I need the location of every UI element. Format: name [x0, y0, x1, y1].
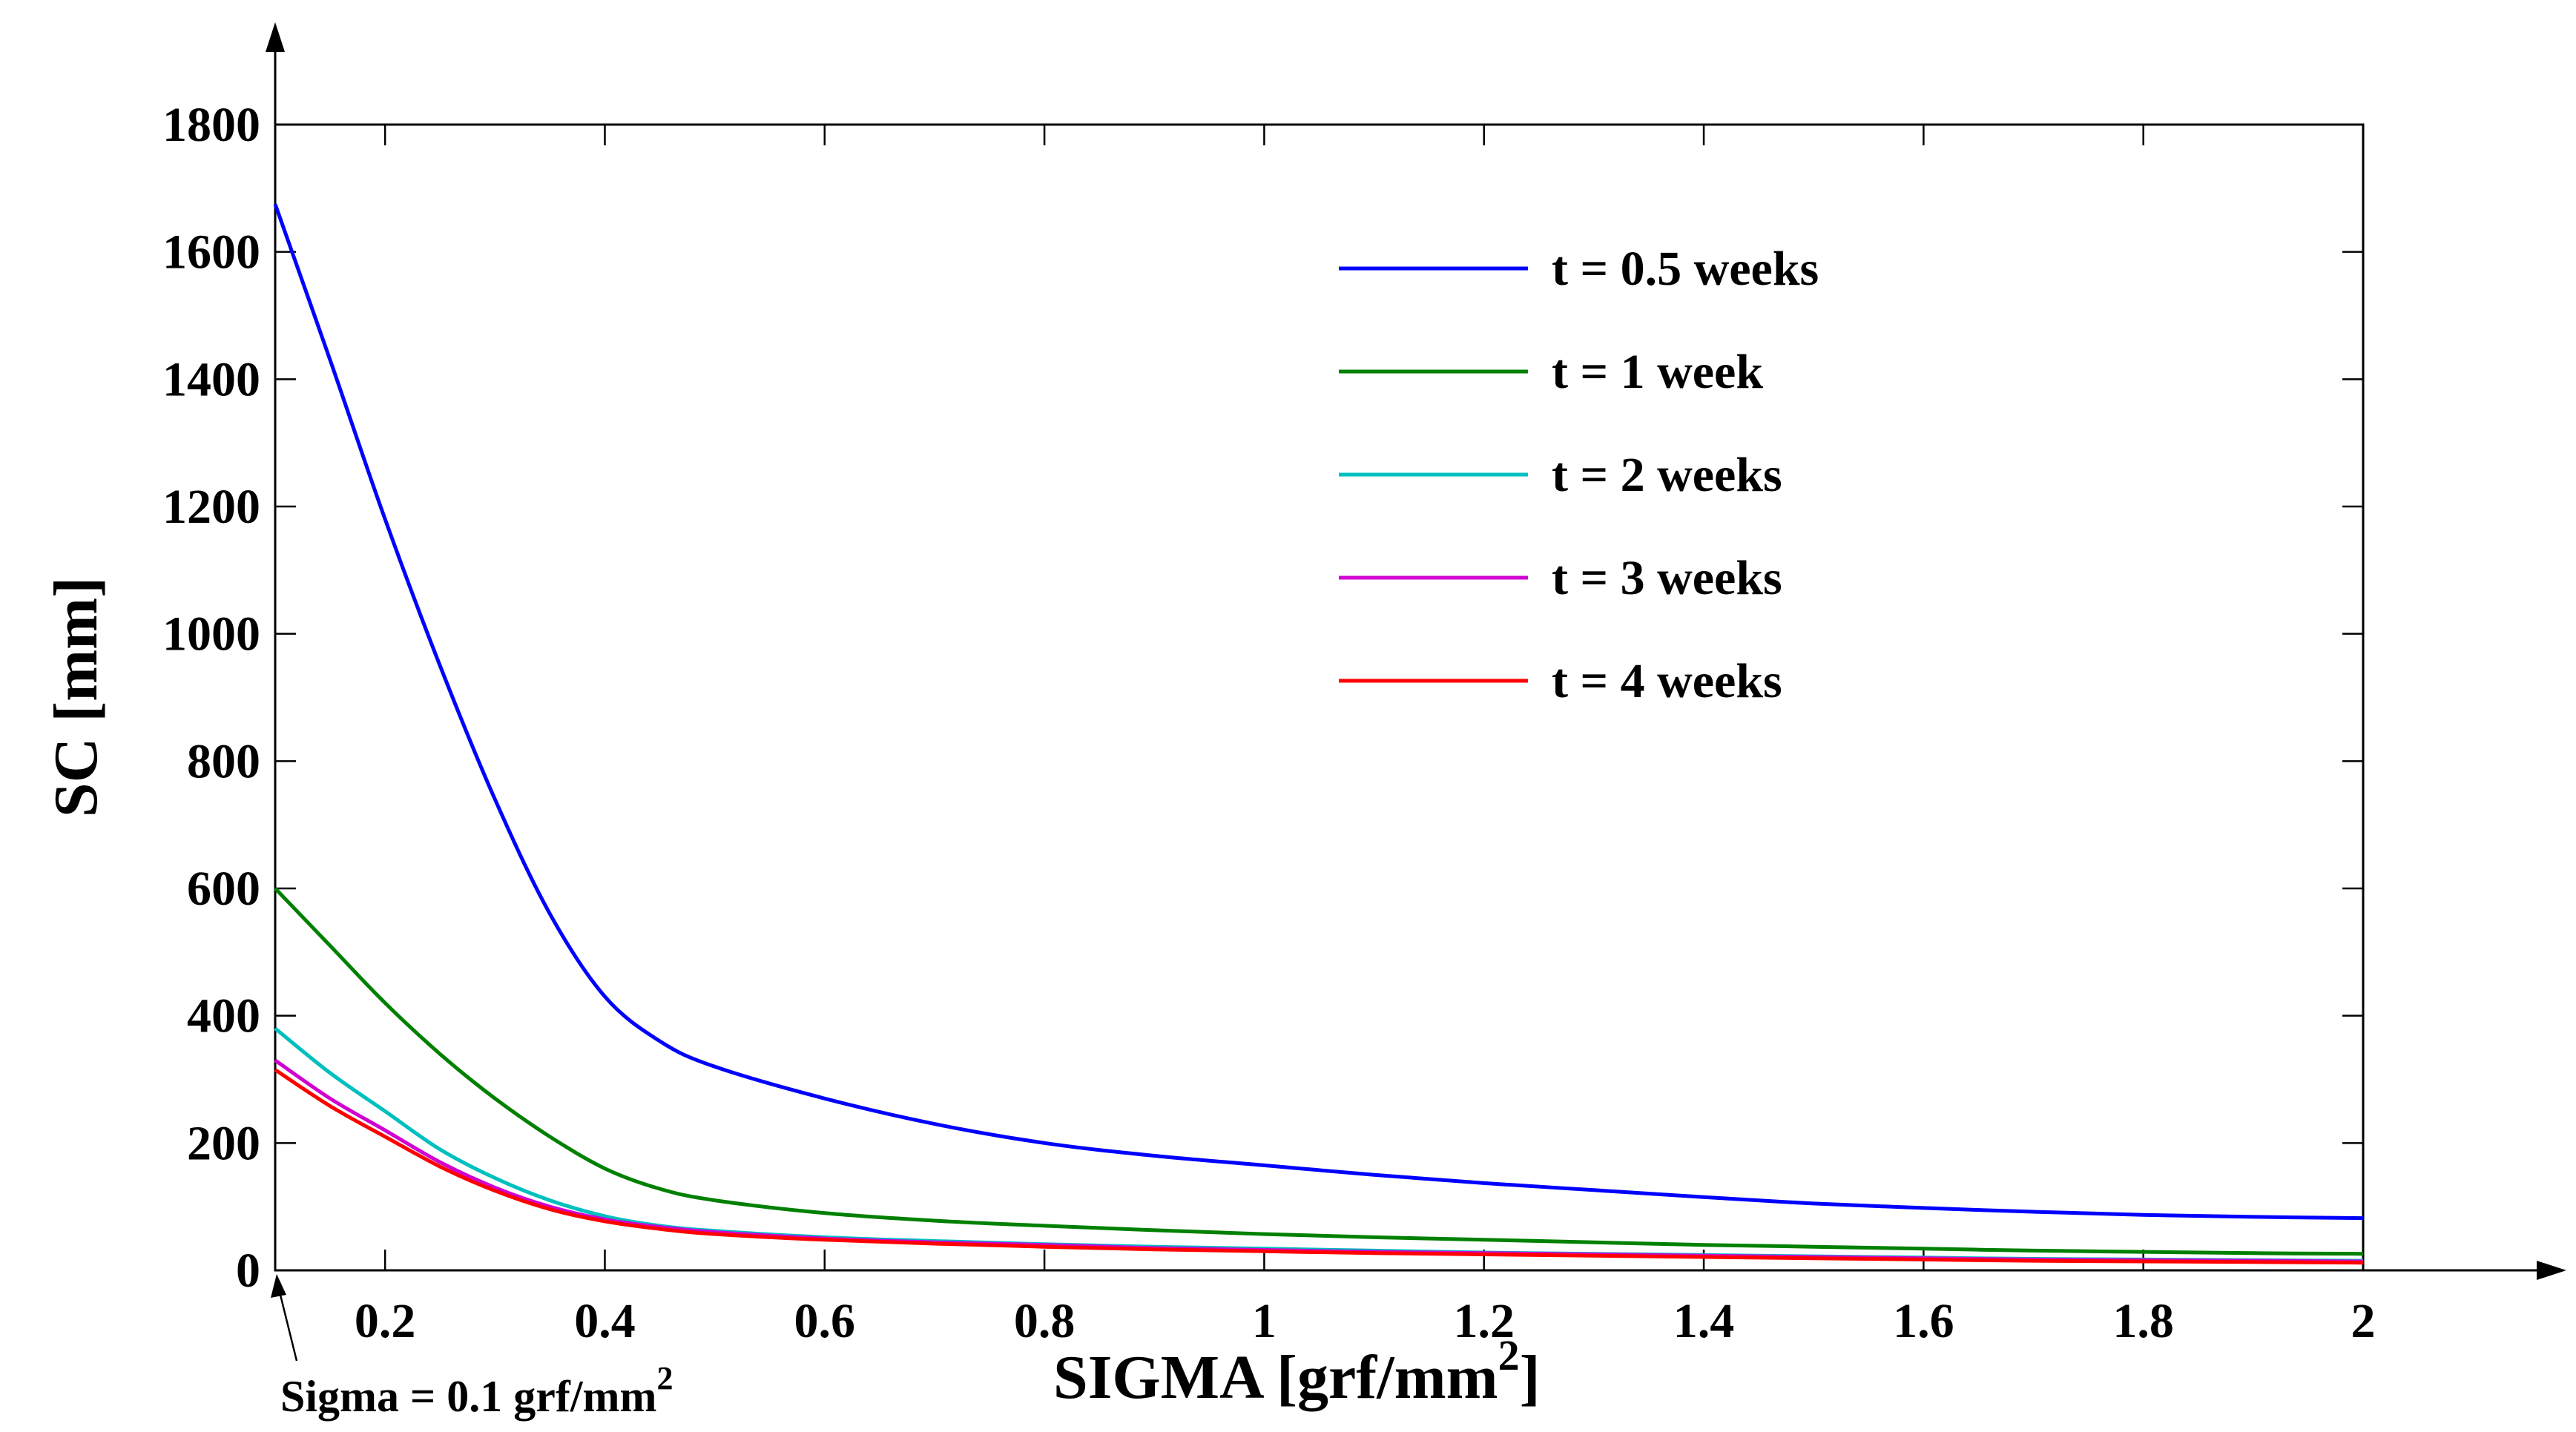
legend-label-3: t = 2 weeks	[1552, 448, 1782, 502]
series-group	[273, 203, 2364, 1265]
x-tick-label: 0.4	[574, 1294, 636, 1348]
series-line-1	[273, 203, 2364, 1221]
x-axis-arrowhead	[2537, 1261, 2566, 1280]
x-tick-label: 1.2	[1453, 1294, 1515, 1348]
y-tick-label: 1400	[162, 352, 260, 406]
annotation-arrowhead	[271, 1274, 286, 1298]
annotation-sup: 2	[656, 1360, 673, 1396]
x-axis-title-main: SIGMA [grf/mm	[1053, 1343, 1498, 1412]
x-tick-label: 1.8	[2112, 1294, 2174, 1348]
y-tick-label: 1200	[162, 480, 260, 534]
series-line-5	[274, 1068, 2364, 1265]
x-axis-title: SIGMA [grf/mm2]	[1053, 1331, 1541, 1412]
x-axis-title-suffix: ]	[1520, 1343, 1541, 1412]
y-tick-label: 1000	[162, 607, 260, 661]
legend-label-4: t = 3 weeks	[1552, 551, 1782, 605]
y-tick-label: 1600	[162, 225, 260, 280]
annotation-text: Sigma = 0.1 grf/mm2	[280, 1360, 673, 1421]
annotation-arrow-line	[276, 1282, 298, 1362]
x-tick-label: 2	[2351, 1294, 2376, 1348]
series-line-2	[274, 887, 2364, 1256]
y-axis-title: SC [mm]	[42, 577, 111, 817]
y-tick-label: 1800	[162, 98, 260, 152]
y-tick-label: 400	[187, 989, 260, 1043]
y-axis-arrowhead	[266, 22, 285, 52]
x-tick-label: 1.4	[1673, 1294, 1735, 1348]
y-tick-label: 0	[236, 1244, 260, 1298]
x-tick-label: 0.2	[355, 1294, 416, 1348]
y-tick-label: 600	[187, 862, 260, 916]
x-tick-label: 0.8	[1014, 1294, 1075, 1348]
x-tick-label: 1.6	[1893, 1294, 1954, 1348]
legend-label-2: t = 1 week	[1552, 345, 1763, 399]
y-tick-label: 800	[187, 734, 260, 788]
legend-label-5: t = 4 weeks	[1552, 654, 1782, 708]
x-tick-label: 1	[1252, 1294, 1277, 1348]
annotation-main: Sigma = 0.1 grf/mm	[280, 1372, 656, 1421]
tick-label-group: 0.2 0.4 0.6 0.8 1 1.2 1.4 1.6 1.8 2 0 200 400 600 800 1…	[162, 98, 2376, 1348]
legend: t = 0.5 weeks t = 1 week t = 2 weeks t = 3 …	[1339, 242, 1819, 708]
x-tick-label: 0.6	[794, 1294, 856, 1348]
x-axis-title-sup: 2	[1498, 1331, 1520, 1379]
y-tick-label: 200	[187, 1116, 260, 1170]
legend-label-1: t = 0.5 weeks	[1552, 242, 1819, 296]
plot-frame	[274, 123, 2365, 1272]
